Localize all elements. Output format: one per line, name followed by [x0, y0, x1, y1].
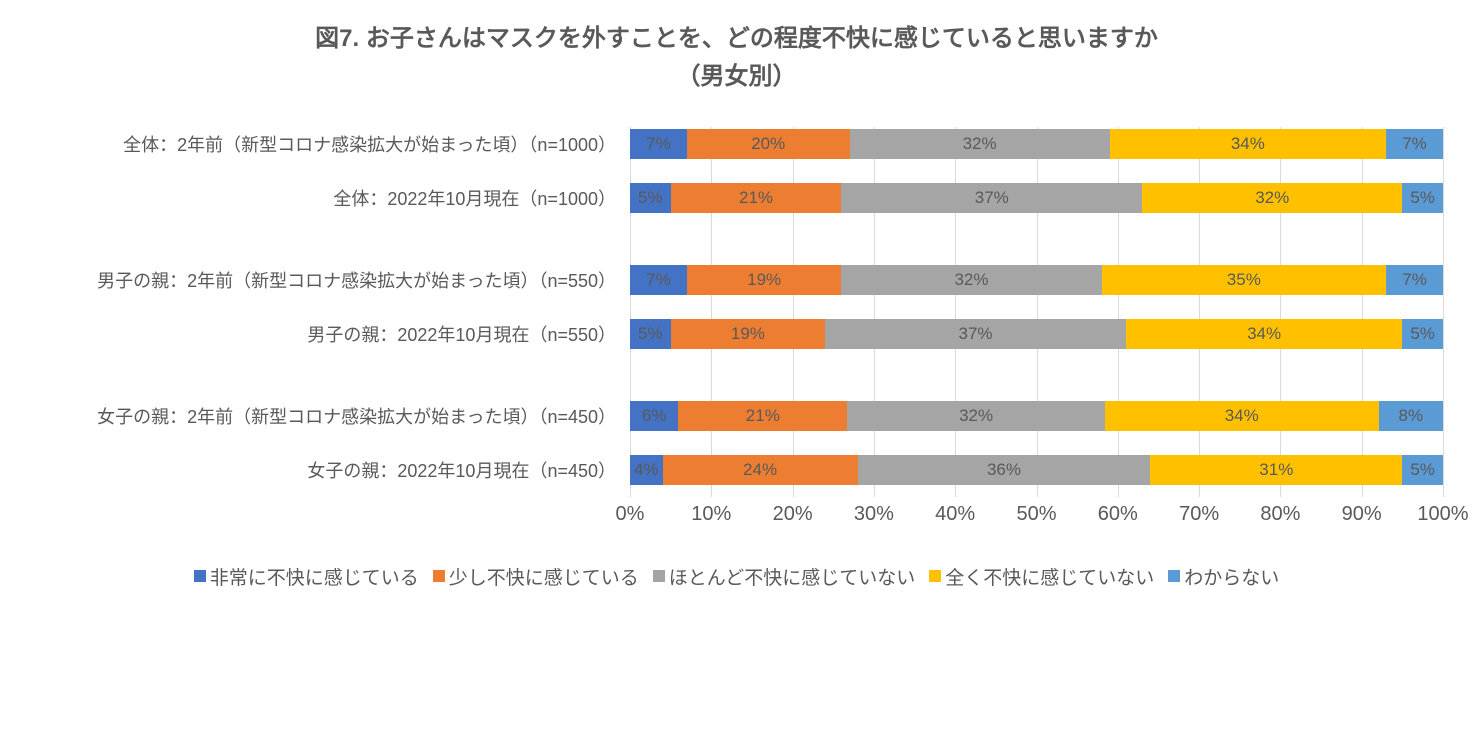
bar-row: 女子の親：2022年10月現在（n=450）4%24%36%31%5% — [30, 453, 1443, 487]
bar-segment: 21% — [678, 401, 847, 431]
x-tick: 40% — [935, 503, 975, 526]
bar-segment: 7% — [630, 265, 687, 295]
bar-segment: 7% — [1386, 129, 1443, 159]
bar-group: 女子の親：2年前（新型コロナ感染拡大が始まった頃）（n=450）6%21%32%… — [30, 399, 1443, 487]
x-tick: 30% — [854, 503, 894, 526]
bar-row: 全体：2022年10月現在（n=1000）5%21%37%32%5% — [30, 181, 1443, 215]
rows-area: 全体：2年前（新型コロナ感染拡大が始まった頃）（n=1000）7%20%32%3… — [30, 127, 1443, 497]
legend-item: ほとんど不快に感じていない — [653, 563, 915, 590]
chart-body: 全体：2年前（新型コロナ感染拡大が始まった頃）（n=1000）7%20%32%3… — [30, 127, 1443, 590]
bar-segment: 19% — [687, 265, 841, 295]
x-tick: 60% — [1098, 503, 1138, 526]
gridline — [1443, 127, 1444, 497]
legend-item: 全く不快に感じていない — [929, 563, 1154, 590]
x-axis-row: 0%10%20%30%40%50%60%70%80%90%100% — [30, 503, 1443, 533]
legend-label: 非常に不快に感じている — [210, 563, 419, 590]
bar-row: 女子の親：2年前（新型コロナ感染拡大が始まった頃）（n=450）6%21%32%… — [30, 399, 1443, 433]
bar-segment: 6% — [630, 401, 678, 431]
bar-group: 男子の親：2年前（新型コロナ感染拡大が始まった頃）（n=550）7%19%32%… — [30, 263, 1443, 351]
bar-track: 4%24%36%31%5% — [630, 455, 1443, 485]
bar-track: 6%21%32%34%8% — [630, 401, 1443, 431]
bar-segment: 20% — [687, 129, 850, 159]
chart-title-line2: （男女別） — [30, 58, 1443, 96]
bar-segment: 24% — [663, 455, 858, 485]
bar-group: 全体：2年前（新型コロナ感染拡大が始まった頃）（n=1000）7%20%32%3… — [30, 127, 1443, 215]
bar-segment: 5% — [630, 183, 671, 213]
bar-segment: 5% — [1402, 183, 1443, 213]
legend: 非常に不快に感じている 少し不快に感じている ほとんど不快に感じていない 全く不快に感… — [30, 563, 1443, 590]
bar-segment: 34% — [1126, 319, 1402, 349]
row-label: 男子の親：2022年10月現在（n=550） — [30, 321, 630, 347]
bar-track: 7%20%32%34%7% — [630, 129, 1443, 159]
bar-segment: 5% — [1402, 455, 1443, 485]
x-tick: 100% — [1417, 503, 1468, 526]
bar-segment: 5% — [630, 319, 671, 349]
x-tick: 80% — [1260, 503, 1300, 526]
x-tick: 50% — [1016, 503, 1056, 526]
bar-segment: 7% — [1386, 265, 1443, 295]
x-tick: 10% — [691, 503, 731, 526]
x-tick: 20% — [773, 503, 813, 526]
bar-segment: 36% — [858, 455, 1151, 485]
row-label: 女子の親：2年前（新型コロナ感染拡大が始まった頃）（n=450） — [30, 403, 630, 429]
bar-row: 全体：2年前（新型コロナ感染拡大が始まった頃）（n=1000）7%20%32%3… — [30, 127, 1443, 161]
legend-swatch — [194, 570, 206, 582]
bar-segment: 8% — [1379, 401, 1443, 431]
bar-track: 5%19%37%34%5% — [630, 319, 1443, 349]
bar-segment: 32% — [850, 129, 1110, 159]
row-label: 全体：2年前（新型コロナ感染拡大が始まった頃）（n=1000） — [30, 131, 630, 157]
legend-label: 全く不快に感じていない — [945, 563, 1154, 590]
x-tick: 0% — [616, 503, 645, 526]
bar-row: 男子の親：2022年10月現在（n=550）5%19%37%34%5% — [30, 317, 1443, 351]
legend-swatch — [653, 570, 665, 582]
plot-area: 全体：2年前（新型コロナ感染拡大が始まった頃）（n=1000）7%20%32%3… — [30, 127, 1443, 497]
bar-track: 7%19%32%35%7% — [630, 265, 1443, 295]
row-label: 女子の親：2022年10月現在（n=450） — [30, 457, 630, 483]
bar-segment: 37% — [841, 183, 1142, 213]
chart-title: 図7. お子さんはマスクを外すことを、どの程度不快に感じていると思いますか （男… — [30, 20, 1443, 97]
bar-segment: 34% — [1110, 129, 1386, 159]
bar-segment: 5% — [1402, 319, 1443, 349]
chart-title-line1: 図7. お子さんはマスクを外すことを、どの程度不快に感じていると思いますか — [30, 20, 1443, 58]
bar-segment: 32% — [1142, 183, 1402, 213]
legend-item: 非常に不快に感じている — [194, 563, 419, 590]
bar-segment: 4% — [630, 455, 663, 485]
legend-item: わからない — [1168, 563, 1279, 590]
bar-segment: 19% — [671, 319, 825, 349]
bar-segment: 32% — [841, 265, 1101, 295]
bar-segment: 31% — [1150, 455, 1402, 485]
x-tick: 90% — [1342, 503, 1382, 526]
legend-label: わからない — [1184, 563, 1279, 590]
bar-track: 5%21%37%32%5% — [630, 183, 1443, 213]
legend-swatch — [1168, 570, 1180, 582]
bar-segment: 7% — [630, 129, 687, 159]
row-label: 男子の親：2年前（新型コロナ感染拡大が始まった頃）（n=550） — [30, 267, 630, 293]
bar-segment: 21% — [671, 183, 842, 213]
legend-label: 少し不快に感じている — [449, 563, 639, 590]
x-tick: 70% — [1179, 503, 1219, 526]
bar-segment: 32% — [847, 401, 1105, 431]
bar-segment: 35% — [1102, 265, 1387, 295]
x-axis: 0%10%20%30%40%50%60%70%80%90%100% — [630, 503, 1443, 533]
legend-item: 少し不快に感じている — [433, 563, 639, 590]
bar-segment: 37% — [825, 319, 1126, 349]
row-label: 全体：2022年10月現在（n=1000） — [30, 185, 630, 211]
legend-swatch — [929, 570, 941, 582]
bar-segment: 34% — [1105, 401, 1379, 431]
legend-label: ほとんど不快に感じていない — [669, 563, 915, 590]
legend-swatch — [433, 570, 445, 582]
bar-row: 男子の親：2年前（新型コロナ感染拡大が始まった頃）（n=550）7%19%32%… — [30, 263, 1443, 297]
